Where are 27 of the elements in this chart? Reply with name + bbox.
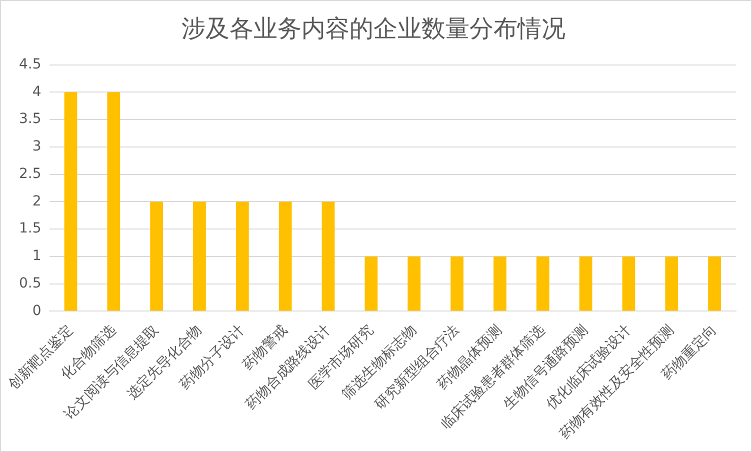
y-tick-label: 2 [32,193,42,210]
y-tick-label: 4 [32,84,42,100]
y-tick-label: 0 [32,302,42,319]
y-tick-label: 4.5 [19,56,42,72]
bar [536,256,550,311]
bar [450,256,464,311]
chart-title: 涉及各业务内容的企业数量分布情况 [182,14,566,43]
bar [364,256,378,311]
bar [493,256,506,311]
bar [708,256,721,311]
bar [665,256,678,311]
y-tick-label: 3.5 [19,111,42,128]
bar [408,256,421,311]
bar [236,202,249,311]
bar [579,256,592,311]
y-tick-label: 3 [32,138,42,155]
y-tick-label: 0.5 [19,275,42,292]
y-tick-label: 1 [32,248,42,264]
bar [64,92,78,311]
y-tick-label: 1.5 [19,220,42,237]
bar [278,202,292,311]
bar [150,202,164,311]
y-tick-label: 2.5 [19,166,42,182]
bar [107,92,120,311]
bar [193,202,206,311]
bar [622,256,636,311]
bar [322,202,335,311]
